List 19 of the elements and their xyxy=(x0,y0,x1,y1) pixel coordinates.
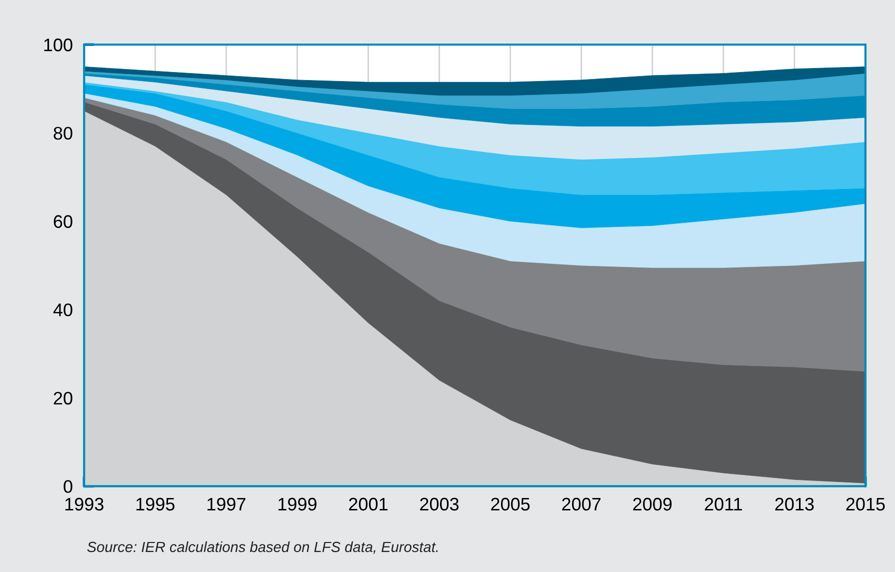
x-tick-label: 1997 xyxy=(207,498,246,511)
x-tick-label: 2001 xyxy=(349,498,388,511)
x-tick-label: 2015 xyxy=(846,498,885,511)
y-tick-label: 60 xyxy=(54,215,72,228)
x-tick-label: 1993 xyxy=(65,498,104,511)
x-tick-label: 2007 xyxy=(562,498,601,511)
y-tick-label: 100 xyxy=(44,38,72,52)
x-tick-label: 1995 xyxy=(136,498,174,511)
x-tick-label: 1999 xyxy=(278,498,316,511)
x-tick-label: 2011 xyxy=(704,498,742,511)
x-tick-label: 2005 xyxy=(491,498,530,511)
x-tick-label: 2009 xyxy=(633,498,672,511)
y-tick-label: 20 xyxy=(54,392,72,405)
y-tick-label: 80 xyxy=(54,126,72,140)
source-note: Source: IER calculations based on LFS data, Eurostat. xyxy=(87,541,438,554)
x-tick-label: 2013 xyxy=(775,498,814,511)
x-tick-label: 2003 xyxy=(420,498,459,511)
y-tick-label: 40 xyxy=(53,304,72,316)
y-tick-label: 0 xyxy=(64,480,72,493)
